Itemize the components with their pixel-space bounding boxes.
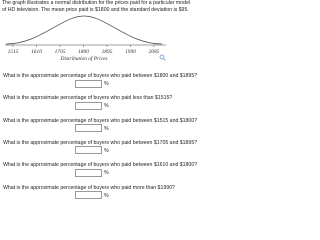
answer-input[interactable] xyxy=(75,79,102,88)
unit-label: % xyxy=(104,103,109,110)
answer-input[interactable] xyxy=(75,168,102,177)
question-text: What is the approximate percentage of bu… xyxy=(3,184,175,191)
graph: 1515 1610 1705 1800 1895 1990 2085 Distributio… xyxy=(5,15,166,62)
question-text: What is the approximate percentage of bu… xyxy=(3,139,198,146)
page: The graph illustrates a normal distribut… xyxy=(2,0,198,199)
tick-label: 1800 xyxy=(78,49,89,55)
tick-label: 1515 xyxy=(8,49,19,55)
unit-label: % xyxy=(104,170,109,177)
zoom-icon[interactable] xyxy=(159,54,165,60)
unit-label: % xyxy=(104,192,109,199)
answer-input[interactable] xyxy=(75,191,102,199)
bell-curve xyxy=(5,15,163,45)
question-text: What is the approximate percentage of bu… xyxy=(3,73,198,79)
tick-label: 1895 xyxy=(102,49,113,55)
tick-label: 2085 xyxy=(149,49,160,55)
question-text: What is the approximate percentage of bu… xyxy=(3,95,173,102)
answer-input[interactable] xyxy=(75,101,102,110)
intro-text: The graph illustrates a normal distribut… xyxy=(2,0,190,13)
unit-label: % xyxy=(104,147,109,154)
unit-label: % xyxy=(104,81,109,87)
answer-input[interactable] xyxy=(75,124,102,133)
graph-caption: Distribution of Prices xyxy=(59,55,107,62)
zoom-icon-handle xyxy=(163,58,166,61)
question-text: What is the approximate percentage of bu… xyxy=(3,117,198,124)
tick-label: 1610 xyxy=(31,49,42,55)
unit-label: % xyxy=(104,125,109,132)
tick-label: 1990 xyxy=(125,49,136,55)
tick-label: 1705 xyxy=(55,49,66,55)
question-text: What is the approximate percentage of bu… xyxy=(3,162,198,169)
answer-input[interactable] xyxy=(75,146,102,155)
